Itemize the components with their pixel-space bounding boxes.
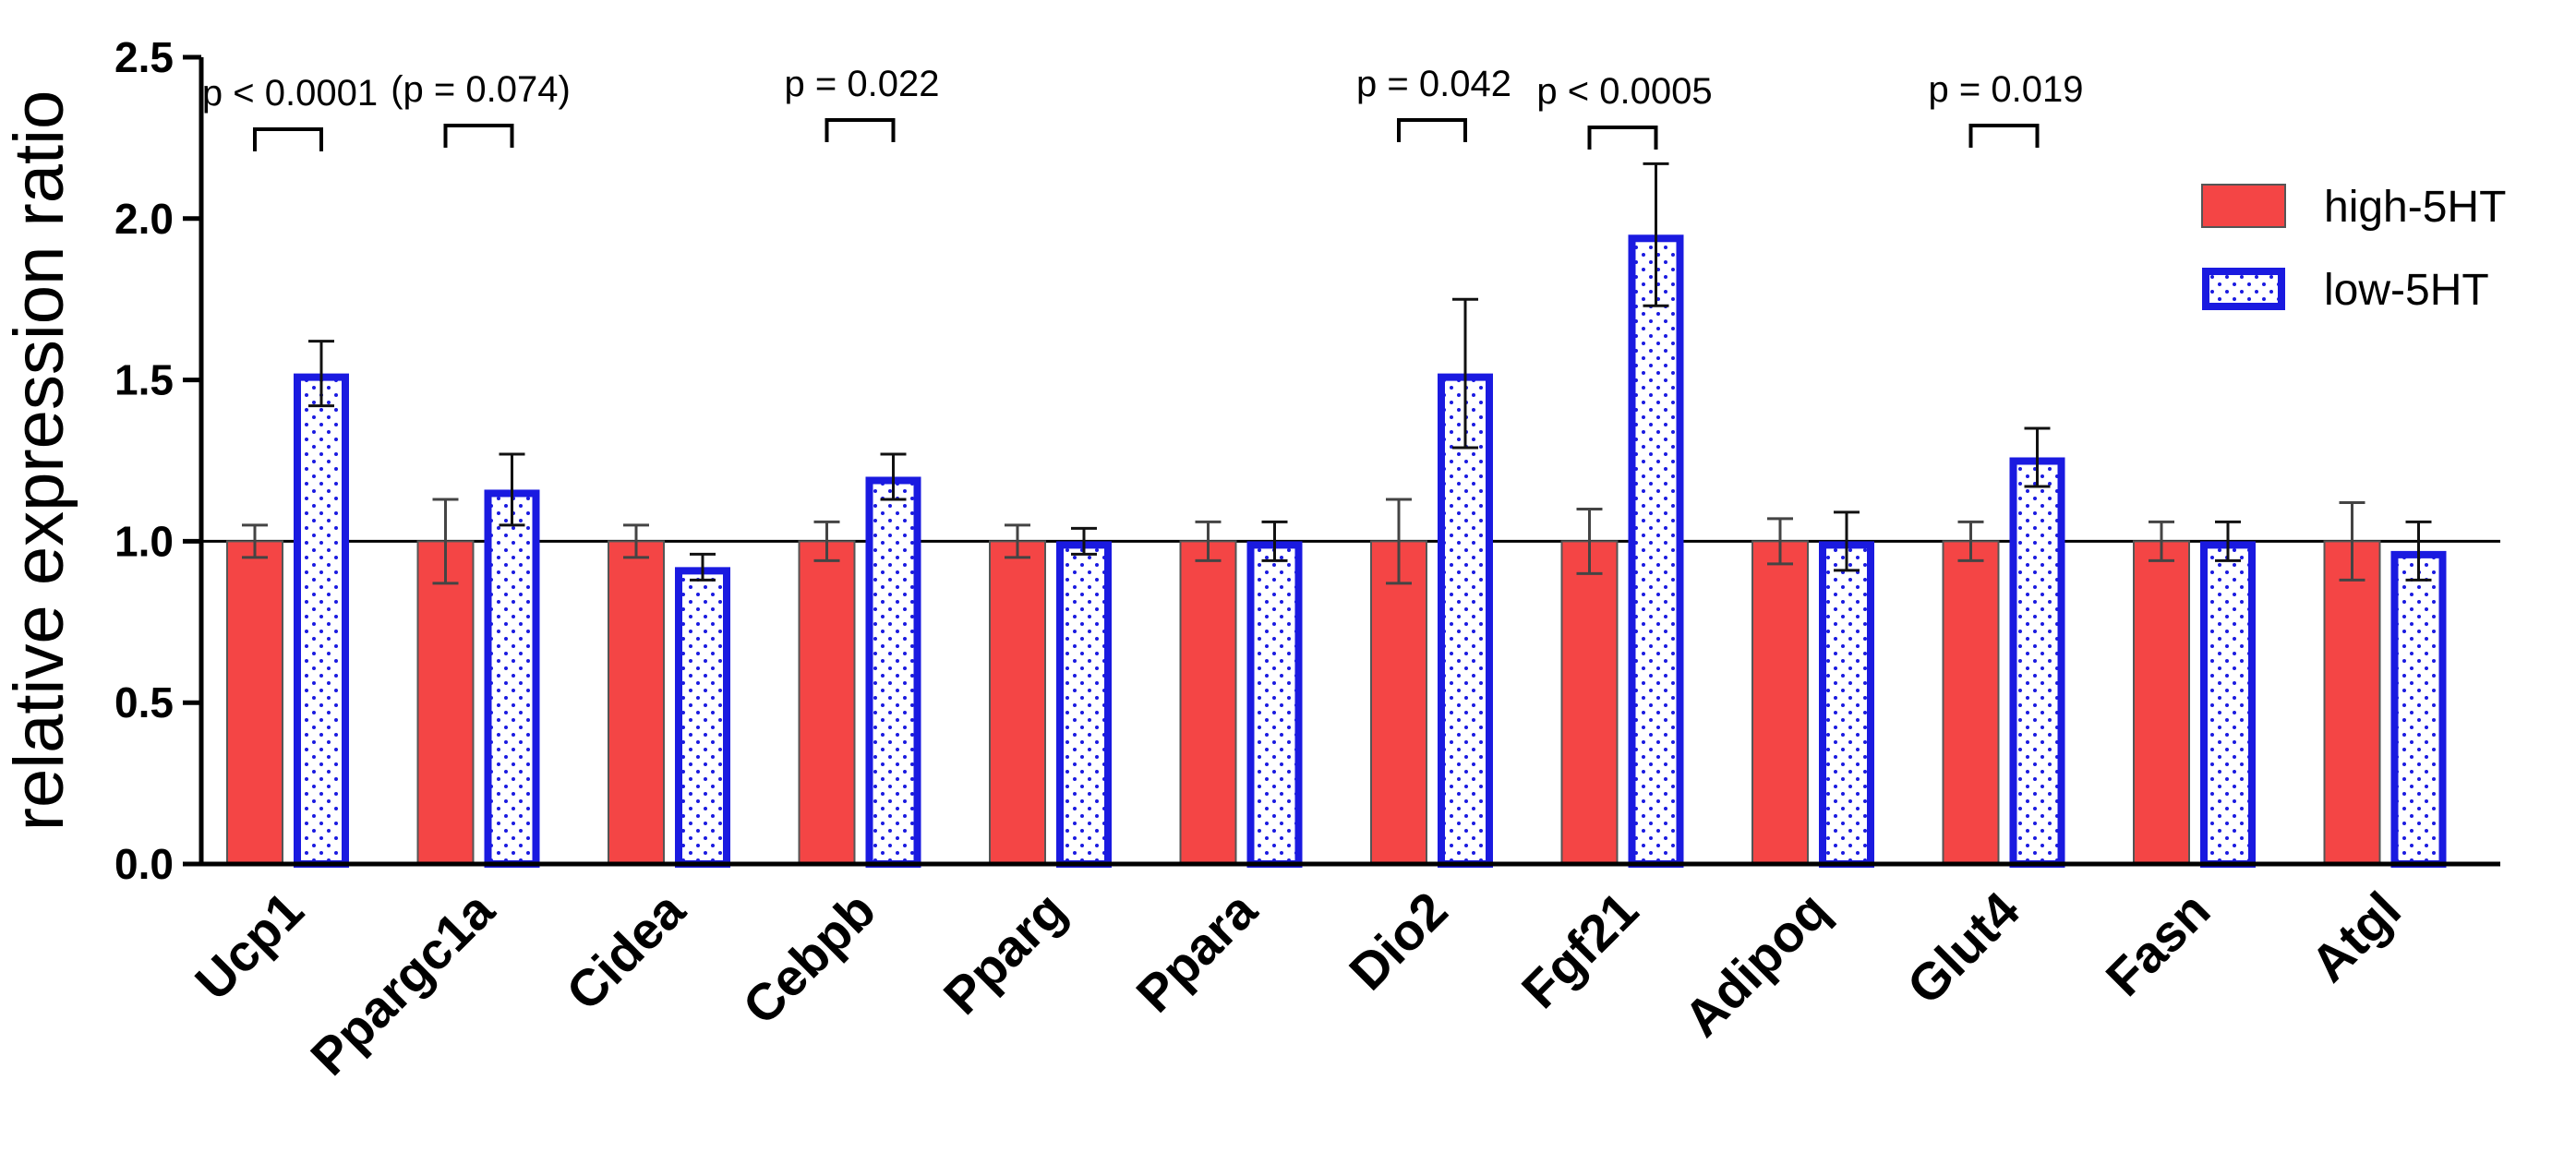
- error-bar-ppargc1a-high-5ht: [432, 498, 459, 585]
- significance-bracket-ppargc1a: [443, 124, 514, 148]
- p-value-glut4: p = 0.019: [1929, 69, 2084, 110]
- error-bar-cidea-high-5ht: [623, 523, 649, 559]
- bar-atgl-low-5ht: [2390, 550, 2447, 868]
- significance-glut4: p = 0.019: [1929, 69, 2084, 148]
- error-bar-ucp1-high-5ht: [242, 523, 268, 559]
- error-bar-glut4-high-5ht: [1957, 520, 1984, 562]
- significance-ppargc1a: (p = 0.074): [391, 69, 571, 148]
- error-bar-atgl-low-5ht: [2405, 520, 2432, 582]
- bar-dio2-high-5ht: [1370, 540, 1427, 866]
- error-bar-fgf21-low-5ht: [1643, 162, 1669, 307]
- significance-dio2: p = 0.042: [1356, 64, 1511, 142]
- x-tick-label-glut4: Glut4: [1896, 881, 2030, 1015]
- x-tick-label-atgl: Atgl: [2299, 881, 2412, 993]
- legend-swatch-high-5ht: [2201, 184, 2286, 228]
- error-bar-atgl-high-5ht: [2339, 500, 2365, 582]
- bar-ppara-low-5ht: [1246, 541, 1303, 869]
- bar-fgf21-high-5ht: [1560, 540, 1619, 866]
- x-tick-label-cidea: Cidea: [555, 880, 696, 1021]
- y-tick-label-1-0: 1.0: [114, 517, 174, 565]
- error-bar-glut4-low-5ht: [2024, 426, 2051, 488]
- bar-ppargc1a-low-5ht: [484, 489, 540, 868]
- error-bar-pparg-low-5ht: [1071, 526, 1097, 556]
- error-bar-ppara-high-5ht: [1195, 520, 1222, 562]
- bar-ucp1-high-5ht: [226, 540, 283, 866]
- y-tick-label-0-5: 0.5: [114, 678, 174, 726]
- x-tick-label-ucp1: Ucp1: [184, 881, 314, 1011]
- error-bar-dio2-low-5ht: [1452, 297, 1478, 450]
- y-tick-label-0-0: 0.0: [114, 840, 174, 888]
- error-bar-ppargc1a-low-5ht: [499, 452, 525, 527]
- bar-pparg-low-5ht: [1056, 541, 1112, 869]
- error-bar-ucp1-low-5ht: [308, 340, 334, 408]
- bar-fasn-low-5ht: [2200, 541, 2256, 869]
- error-bar-fasn-low-5ht: [2215, 520, 2241, 562]
- y-tick-label-2-0: 2.0: [114, 195, 174, 243]
- y-tick-label-2-5: 2.5: [114, 33, 174, 81]
- bar-glut4-high-5ht: [1942, 540, 2000, 866]
- error-bar-adipoq-high-5ht: [1767, 517, 1793, 566]
- bar-adipoq-high-5ht: [1751, 540, 1809, 866]
- bar-fasn-high-5ht: [2133, 540, 2190, 866]
- bar-atgl-high-5ht: [2323, 540, 2381, 866]
- error-bar-dio2-high-5ht: [1386, 498, 1412, 585]
- significance-bracket-glut4: [1968, 124, 2040, 148]
- bar-fgf21-low-5ht: [1628, 234, 1684, 868]
- x-tick-label-ppargc1a: Ppargc1a: [299, 880, 505, 1086]
- bar-cebpb-low-5ht: [865, 476, 921, 868]
- p-value-ppargc1a: (p = 0.074): [391, 69, 571, 110]
- bar-adipoq-low-5ht: [1819, 541, 1874, 869]
- legend-label-high-5ht: high-5HT: [2324, 183, 2506, 232]
- legend-swatch-low-5ht: [2202, 268, 2285, 310]
- legend-item-low-5ht: low-5HT: [2202, 266, 2489, 315]
- error-bar-cebpb-high-5ht: [813, 520, 840, 562]
- bar-cidea-high-5ht: [608, 540, 665, 866]
- bar-cebpb-high-5ht: [798, 540, 856, 866]
- error-bar-fasn-high-5ht: [2149, 520, 2174, 562]
- y-tick-label-1-5: 1.5: [114, 356, 174, 404]
- bar-glut4-low-5ht: [2009, 457, 2065, 868]
- bar-ucp1-low-5ht: [294, 373, 349, 869]
- bar-cidea-low-5ht: [675, 567, 730, 868]
- significance-bracket-ucp1: [253, 127, 323, 151]
- significance-bracket-fgf21: [1587, 126, 1658, 150]
- bar-dio2-low-5ht: [1438, 373, 1493, 869]
- error-bar-ppara-low-5ht: [1261, 520, 1288, 562]
- error-bar-cidea-low-5ht: [690, 552, 716, 582]
- p-value-dio2: p = 0.042: [1356, 64, 1511, 104]
- x-tick-label-pparg: Pparg: [933, 881, 1077, 1026]
- x-tick-label-fasn: Fasn: [2095, 881, 2221, 1007]
- significance-bracket-dio2: [1397, 118, 1467, 142]
- p-value-cebpb: p = 0.022: [785, 64, 940, 104]
- legend-item-high-5ht: high-5HT: [2201, 183, 2506, 232]
- significance-fgf21: p < 0.0005: [1536, 71, 1713, 150]
- error-bar-adipoq-low-5ht: [1834, 510, 1860, 572]
- x-tick-label-cebpb: Cebpb: [731, 881, 886, 1036]
- significance-ucp1: p < 0.0001: [202, 73, 378, 151]
- x-tick-label-fgf21: Fgf21: [1511, 881, 1649, 1019]
- p-value-fgf21: p < 0.0005: [1536, 71, 1712, 112]
- error-bar-pparg-high-5ht: [1005, 523, 1030, 559]
- bar-ppara-high-5ht: [1179, 540, 1237, 866]
- y-axis-title: relative expression ratio: [0, 90, 78, 832]
- significance-bracket-cebpb: [825, 118, 896, 142]
- x-tick-label-adipoq: Adipoq: [1673, 881, 1840, 1048]
- error-bar-fgf21-high-5ht: [1576, 507, 1603, 575]
- legend-label-low-5ht: low-5HT: [2324, 266, 2489, 315]
- significance-cebpb: p = 0.022: [785, 64, 940, 142]
- error-bar-cebpb-low-5ht: [880, 452, 907, 501]
- x-tick-label-dio2: Dio2: [1338, 881, 1458, 1001]
- p-value-ucp1: p < 0.0001: [202, 73, 378, 114]
- bar-pparg-high-5ht: [989, 540, 1046, 866]
- x-tick-label-ppara: Ppara: [1125, 880, 1268, 1023]
- bar-ppargc1a-high-5ht: [416, 540, 475, 866]
